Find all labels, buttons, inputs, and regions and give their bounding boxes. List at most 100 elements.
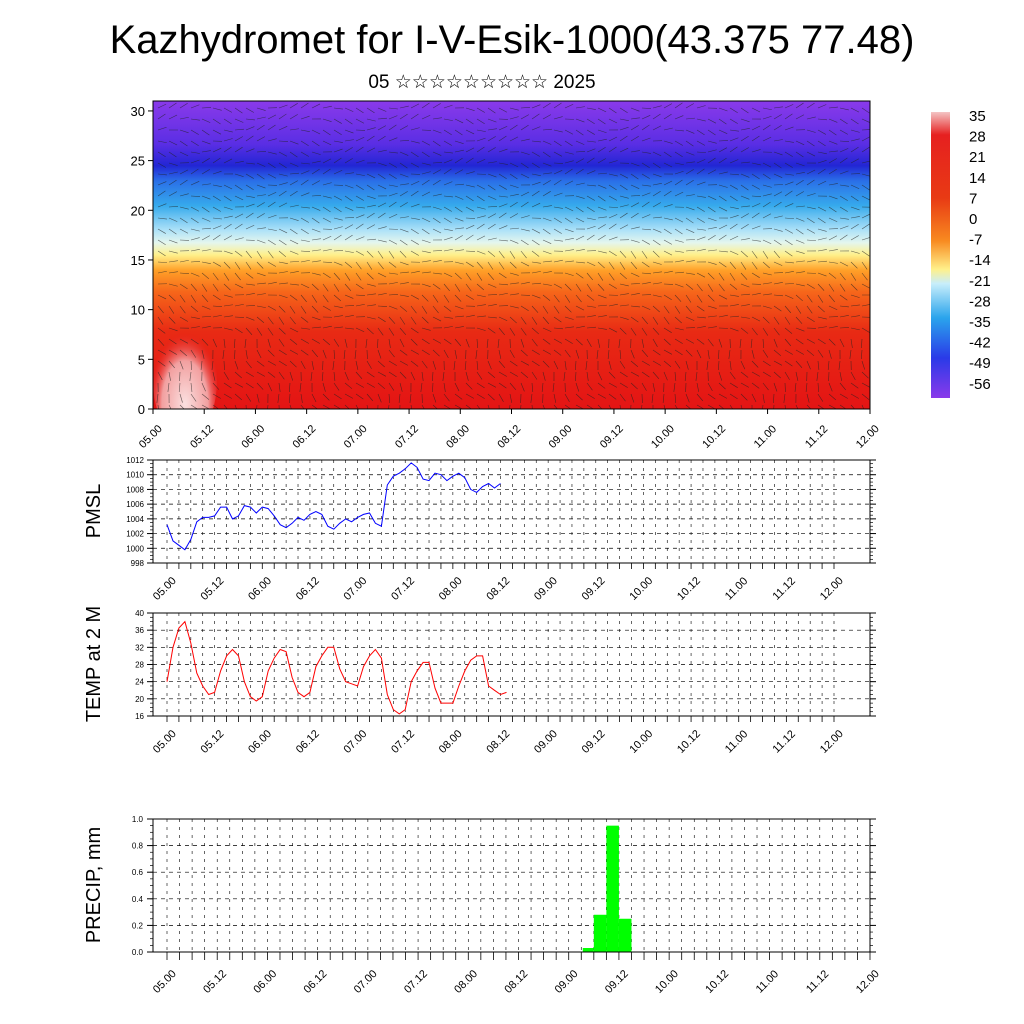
wind-barb xyxy=(817,151,827,155)
wind-barb xyxy=(355,236,365,241)
colorbar-label: -14 xyxy=(969,252,991,269)
wind-barb xyxy=(806,294,813,303)
wind-barb xyxy=(718,184,728,188)
wind-barb xyxy=(740,304,750,307)
wind-barb xyxy=(597,172,607,175)
wind-barb xyxy=(311,168,320,175)
wind-barb xyxy=(388,250,395,259)
heatmap-x-tick-label: 07.12 xyxy=(393,423,421,451)
wind-barb xyxy=(784,404,786,409)
wind-barb xyxy=(256,272,266,277)
wind-barb xyxy=(795,360,803,368)
wind-barb xyxy=(674,140,683,146)
wind-barb xyxy=(531,305,539,313)
wind-barb xyxy=(663,113,672,120)
wind-barb xyxy=(641,162,650,168)
wind-barb xyxy=(608,327,618,333)
wind-barb xyxy=(498,239,508,242)
wind-barb xyxy=(641,360,650,366)
wind-barb xyxy=(487,173,497,178)
wind-barb xyxy=(267,327,274,336)
wind-barb xyxy=(223,393,232,399)
wind-barb xyxy=(454,157,463,164)
wind-barb xyxy=(619,126,629,131)
wind-barb xyxy=(608,393,617,400)
wind-barb xyxy=(366,147,376,153)
wind-barb xyxy=(421,162,431,166)
wind-barb xyxy=(663,305,670,314)
wind-barb xyxy=(487,136,496,142)
wind-barb xyxy=(421,349,430,355)
wind-barb xyxy=(399,349,408,356)
wind-barb xyxy=(245,250,252,259)
wind-barb xyxy=(322,325,332,329)
wind-barb xyxy=(388,151,398,154)
x-tick-label: 07.12 xyxy=(389,728,417,756)
wind-barb xyxy=(784,316,791,325)
wind-barb xyxy=(201,235,210,241)
wind-barb xyxy=(729,283,738,290)
wind-barb xyxy=(795,305,802,314)
wind-barb xyxy=(542,228,551,235)
wind-barb xyxy=(849,349,852,359)
wind-barb xyxy=(267,371,276,378)
wind-barb xyxy=(762,115,772,120)
wind-barb xyxy=(245,162,255,165)
wind-barb xyxy=(223,294,233,298)
wind-barb xyxy=(311,103,321,109)
wind-barb xyxy=(278,113,287,120)
wind-barb xyxy=(575,195,585,199)
wind-barb xyxy=(630,261,638,270)
wind-barb xyxy=(256,293,266,296)
wind-barb xyxy=(344,118,353,125)
wind-barb xyxy=(773,125,782,131)
wind-barb xyxy=(707,234,716,241)
wind-barb xyxy=(168,338,177,345)
wind-barb xyxy=(267,261,276,267)
wind-barb xyxy=(321,371,324,381)
wind-barb xyxy=(399,125,409,131)
wind-barb xyxy=(300,206,310,209)
wind-barb xyxy=(542,239,552,244)
wind-barb xyxy=(487,261,494,270)
wind-barb xyxy=(795,283,805,287)
wind-barb xyxy=(564,294,571,303)
wind-barb xyxy=(157,270,167,274)
wind-barb xyxy=(267,349,275,357)
wind-barb xyxy=(212,129,222,135)
wind-barb xyxy=(575,158,585,164)
wind-barb xyxy=(531,282,541,285)
wind-barb xyxy=(157,140,167,144)
x-tick-label: 11.12 xyxy=(771,728,798,755)
wind-barb xyxy=(553,338,563,344)
wind-barb xyxy=(410,151,419,158)
wind-barb xyxy=(806,140,815,147)
wind-barb xyxy=(839,338,845,348)
x-tick-label: 05.12 xyxy=(201,968,229,996)
wind-barb xyxy=(487,294,498,296)
wind-barb xyxy=(707,195,717,201)
wind-barb xyxy=(641,327,648,336)
wind-barb xyxy=(278,173,288,177)
wind-barb xyxy=(762,173,771,180)
wind-barb xyxy=(597,216,607,219)
wind-barb xyxy=(618,338,621,348)
wind-barb xyxy=(553,349,562,356)
wind-barb xyxy=(311,238,321,241)
wind-barb xyxy=(608,184,617,191)
wind-barb xyxy=(344,261,353,268)
heatmap-x-tick-label: 11.00 xyxy=(752,423,779,450)
wind-barb xyxy=(685,283,694,290)
wind-barb xyxy=(300,179,309,186)
wind-barb xyxy=(454,195,464,200)
wind-barb xyxy=(377,371,387,377)
wind-barb xyxy=(333,157,342,164)
wind-barb xyxy=(520,191,530,197)
wind-barb xyxy=(454,227,464,230)
wind-barb xyxy=(267,124,276,131)
wind-barb xyxy=(619,316,629,320)
wind-barb xyxy=(740,238,750,241)
wind-barb xyxy=(300,316,309,323)
wind-barb xyxy=(256,162,266,167)
wind-barb xyxy=(267,250,274,259)
